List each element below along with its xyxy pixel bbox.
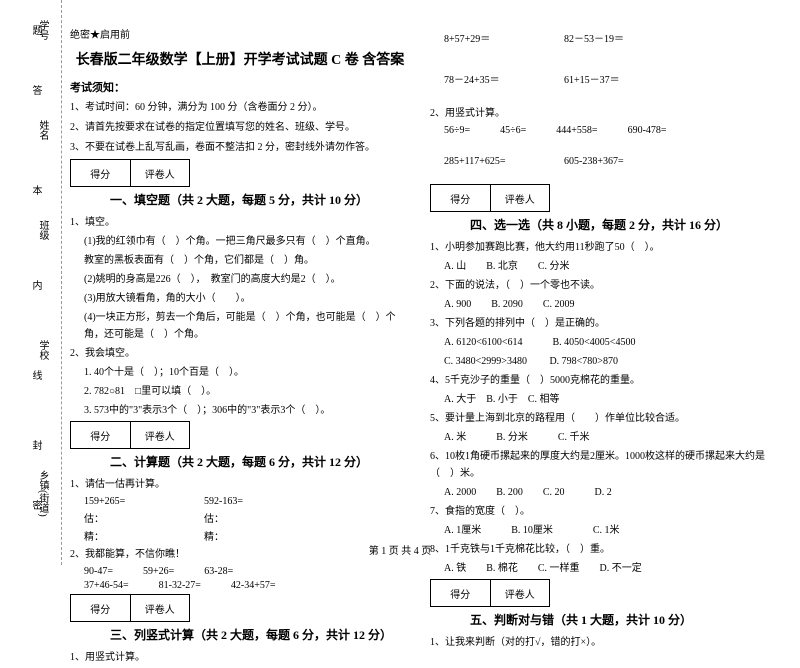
section-3-title: 三、列竖式计算（共 2 大题，每题 6 分，共计 12 分）	[110, 626, 410, 643]
question: 6、10枚1角硬币摞起来的厚度大约是2厘米。1000枚这样的硬币摞起来大约是（ …	[430, 448, 770, 482]
score-label: 得分	[431, 580, 491, 606]
score-label: 得分	[431, 185, 491, 211]
section-1-title: 一、填空题（共 2 大题，每题 5 分，共计 10 分）	[110, 191, 410, 208]
side-label-class: 班级	[35, 220, 50, 240]
calc-row: 159+265=592-163=	[70, 496, 410, 507]
page-footer: 第 1 页 共 4 页	[0, 542, 800, 557]
question-sub: 2. 782○81 □里可以填（ ）。	[70, 383, 410, 400]
cut-mark: 答	[28, 85, 43, 95]
calc-row: 估：估：	[70, 510, 410, 525]
cut-mark: 线	[28, 370, 43, 380]
secret-mark: 绝密★启用前	[70, 26, 410, 41]
notice-item: 2、请首先按要求在试卷的指定位置填写您的姓名、班级、学号。	[70, 119, 410, 137]
judge-label: 评卷人	[131, 595, 190, 621]
question-options: A. 山 B. 北京 C. 分米	[430, 258, 770, 275]
question-options: A. 大于 B. 小于 C. 相等	[430, 391, 770, 408]
notice-item: 1、考试时间：60 分钟，满分为 100 分（含卷面分 2 分）。	[70, 99, 410, 117]
question: 1、让我来判断（对的打√，错的打×）。	[430, 634, 770, 651]
calc-row: 8+57+29＝82－53－19＝	[430, 30, 770, 45]
question: 1、用竖式计算。	[70, 649, 410, 666]
calc-row: 90-47=59+26=63-28=	[70, 566, 410, 577]
section-5-title: 五、判断对与错（共 1 大题，共计 10 分）	[470, 611, 770, 628]
question: 1、小明参加赛跑比赛，他大约用11秒跑了50（ ）。	[430, 239, 770, 256]
calc-row: 285+117+625=605-238+367=	[430, 156, 770, 167]
question: 1、填空。	[70, 214, 410, 231]
cut-mark: 内	[28, 280, 43, 290]
score-box: 得分 评卷人	[70, 421, 190, 449]
notice-item: 3、不要在试卷上乱写乱画，卷面不整洁扣 2 分，密封线外请勿作答。	[70, 139, 410, 157]
score-box: 得分 评卷人	[70, 159, 190, 187]
cut-mark: 封	[28, 440, 43, 450]
binding-sidebar: 学号 姓名 班级 学校 乡镇(街道) 题 答 本 内 线 封 密	[0, 0, 62, 565]
question: 7、食指的宽度（ ）。	[430, 503, 770, 520]
question-sub: (3)用放大镜看角，角的大小（ ）。	[70, 290, 410, 307]
question-sub: (1)我的红领巾有（ ）个角。一把三角尺最多只有（ ）个直角。	[70, 233, 410, 250]
question: 1、请估一估再计算。	[70, 476, 410, 493]
calc-row: 78－24+35＝61+15－37＝	[430, 71, 770, 86]
cut-mark: 题	[28, 25, 43, 35]
question-options: A. 6120<6100<614 B. 4050<4005<4500	[430, 334, 770, 351]
score-label: 得分	[71, 422, 131, 448]
judge-label: 评卷人	[131, 422, 190, 448]
question: 2、下面的说法，（ ）一个零也不读。	[430, 277, 770, 294]
question: 2、用竖式计算。	[430, 105, 770, 122]
judge-label: 评卷人	[131, 160, 190, 186]
calc-row: 37+46-54=81-32-27=42-34+57=	[70, 580, 410, 591]
judge-label: 评卷人	[491, 185, 550, 211]
question-sub: 教室的黑板表面有（ ）个角，它们都是（ ）角。	[70, 252, 410, 269]
question-options: A. 900 B. 2090 C. 2009	[430, 296, 770, 313]
score-label: 得分	[71, 160, 131, 186]
question: 5、要计量上海到北京的路程用（ ）作单位比较合适。	[430, 410, 770, 427]
question: 4、5千克沙子的重量（ ）5000克棉花的重量。	[430, 372, 770, 389]
score-box: 得分 评卷人	[70, 594, 190, 622]
judge-label: 评卷人	[491, 580, 550, 606]
question-sub: 1. 40个十是（ ）；10个百是（ ）。	[70, 364, 410, 381]
right-column: 8+57+29＝82－53－19＝ 78－24+35＝61+15－37＝ 2、用…	[430, 26, 770, 668]
question-options: A. 1厘米 B. 10厘米 C. 1米	[430, 522, 770, 539]
question-options: A. 铁 B. 棉花 C. 一样重 D. 不一定	[430, 560, 770, 577]
question-sub: (4)一块正方形，剪去一个角后，可能是（ ）个角，也可能是（ ）个角，还可能是（…	[70, 309, 410, 343]
side-label-name: 姓名	[35, 120, 50, 140]
calc-row: 56÷9=45÷6=444+558=690-478=	[430, 125, 770, 136]
calc-row: 精：精：	[70, 528, 410, 543]
question-sub: 3. 573中的"3"表示3个（ ）；306中的"3"表示3个（ ）。	[70, 402, 410, 419]
question: 2、我会填空。	[70, 345, 410, 362]
exam-title: 长春版二年级数学【上册】开学考试试题 C 卷 含答案	[70, 49, 410, 69]
section-4-title: 四、选一选（共 8 小题，每题 2 分，共计 16 分）	[470, 216, 770, 233]
exam-page: 学号 姓名 班级 学校 乡镇(街道) 题 答 本 内 线 封 密 绝密★启用前 …	[0, 0, 800, 565]
question: 3、下列各题的排列中（ ）是正确的。	[430, 315, 770, 332]
cut-mark: 密	[28, 500, 43, 510]
question-options: A. 米 B. 分米 C. 千米	[430, 429, 770, 446]
score-box: 得分 评卷人	[430, 184, 550, 212]
side-label-school: 学校	[35, 340, 50, 360]
score-box: 得分 评卷人	[430, 579, 550, 607]
question-options: A. 2000 B. 200 C. 20 D. 2	[430, 484, 770, 501]
notice-heading: 考试须知：	[70, 79, 410, 95]
score-label: 得分	[71, 595, 131, 621]
section-2-title: 二、计算题（共 2 大题，每题 6 分，共计 12 分）	[110, 453, 410, 470]
cut-mark: 本	[28, 185, 43, 195]
question-sub: (2)姚明的身高是226（ ）， 教室门的高度大约是2（ ）。	[70, 271, 410, 288]
content-columns: 绝密★启用前 长春版二年级数学【上册】开学考试试题 C 卷 含答案 考试须知： …	[70, 26, 770, 668]
left-column: 绝密★启用前 长春版二年级数学【上册】开学考试试题 C 卷 含答案 考试须知： …	[70, 26, 410, 668]
question-options: C. 3480<2999>3480 D. 798<780>870	[430, 353, 770, 370]
